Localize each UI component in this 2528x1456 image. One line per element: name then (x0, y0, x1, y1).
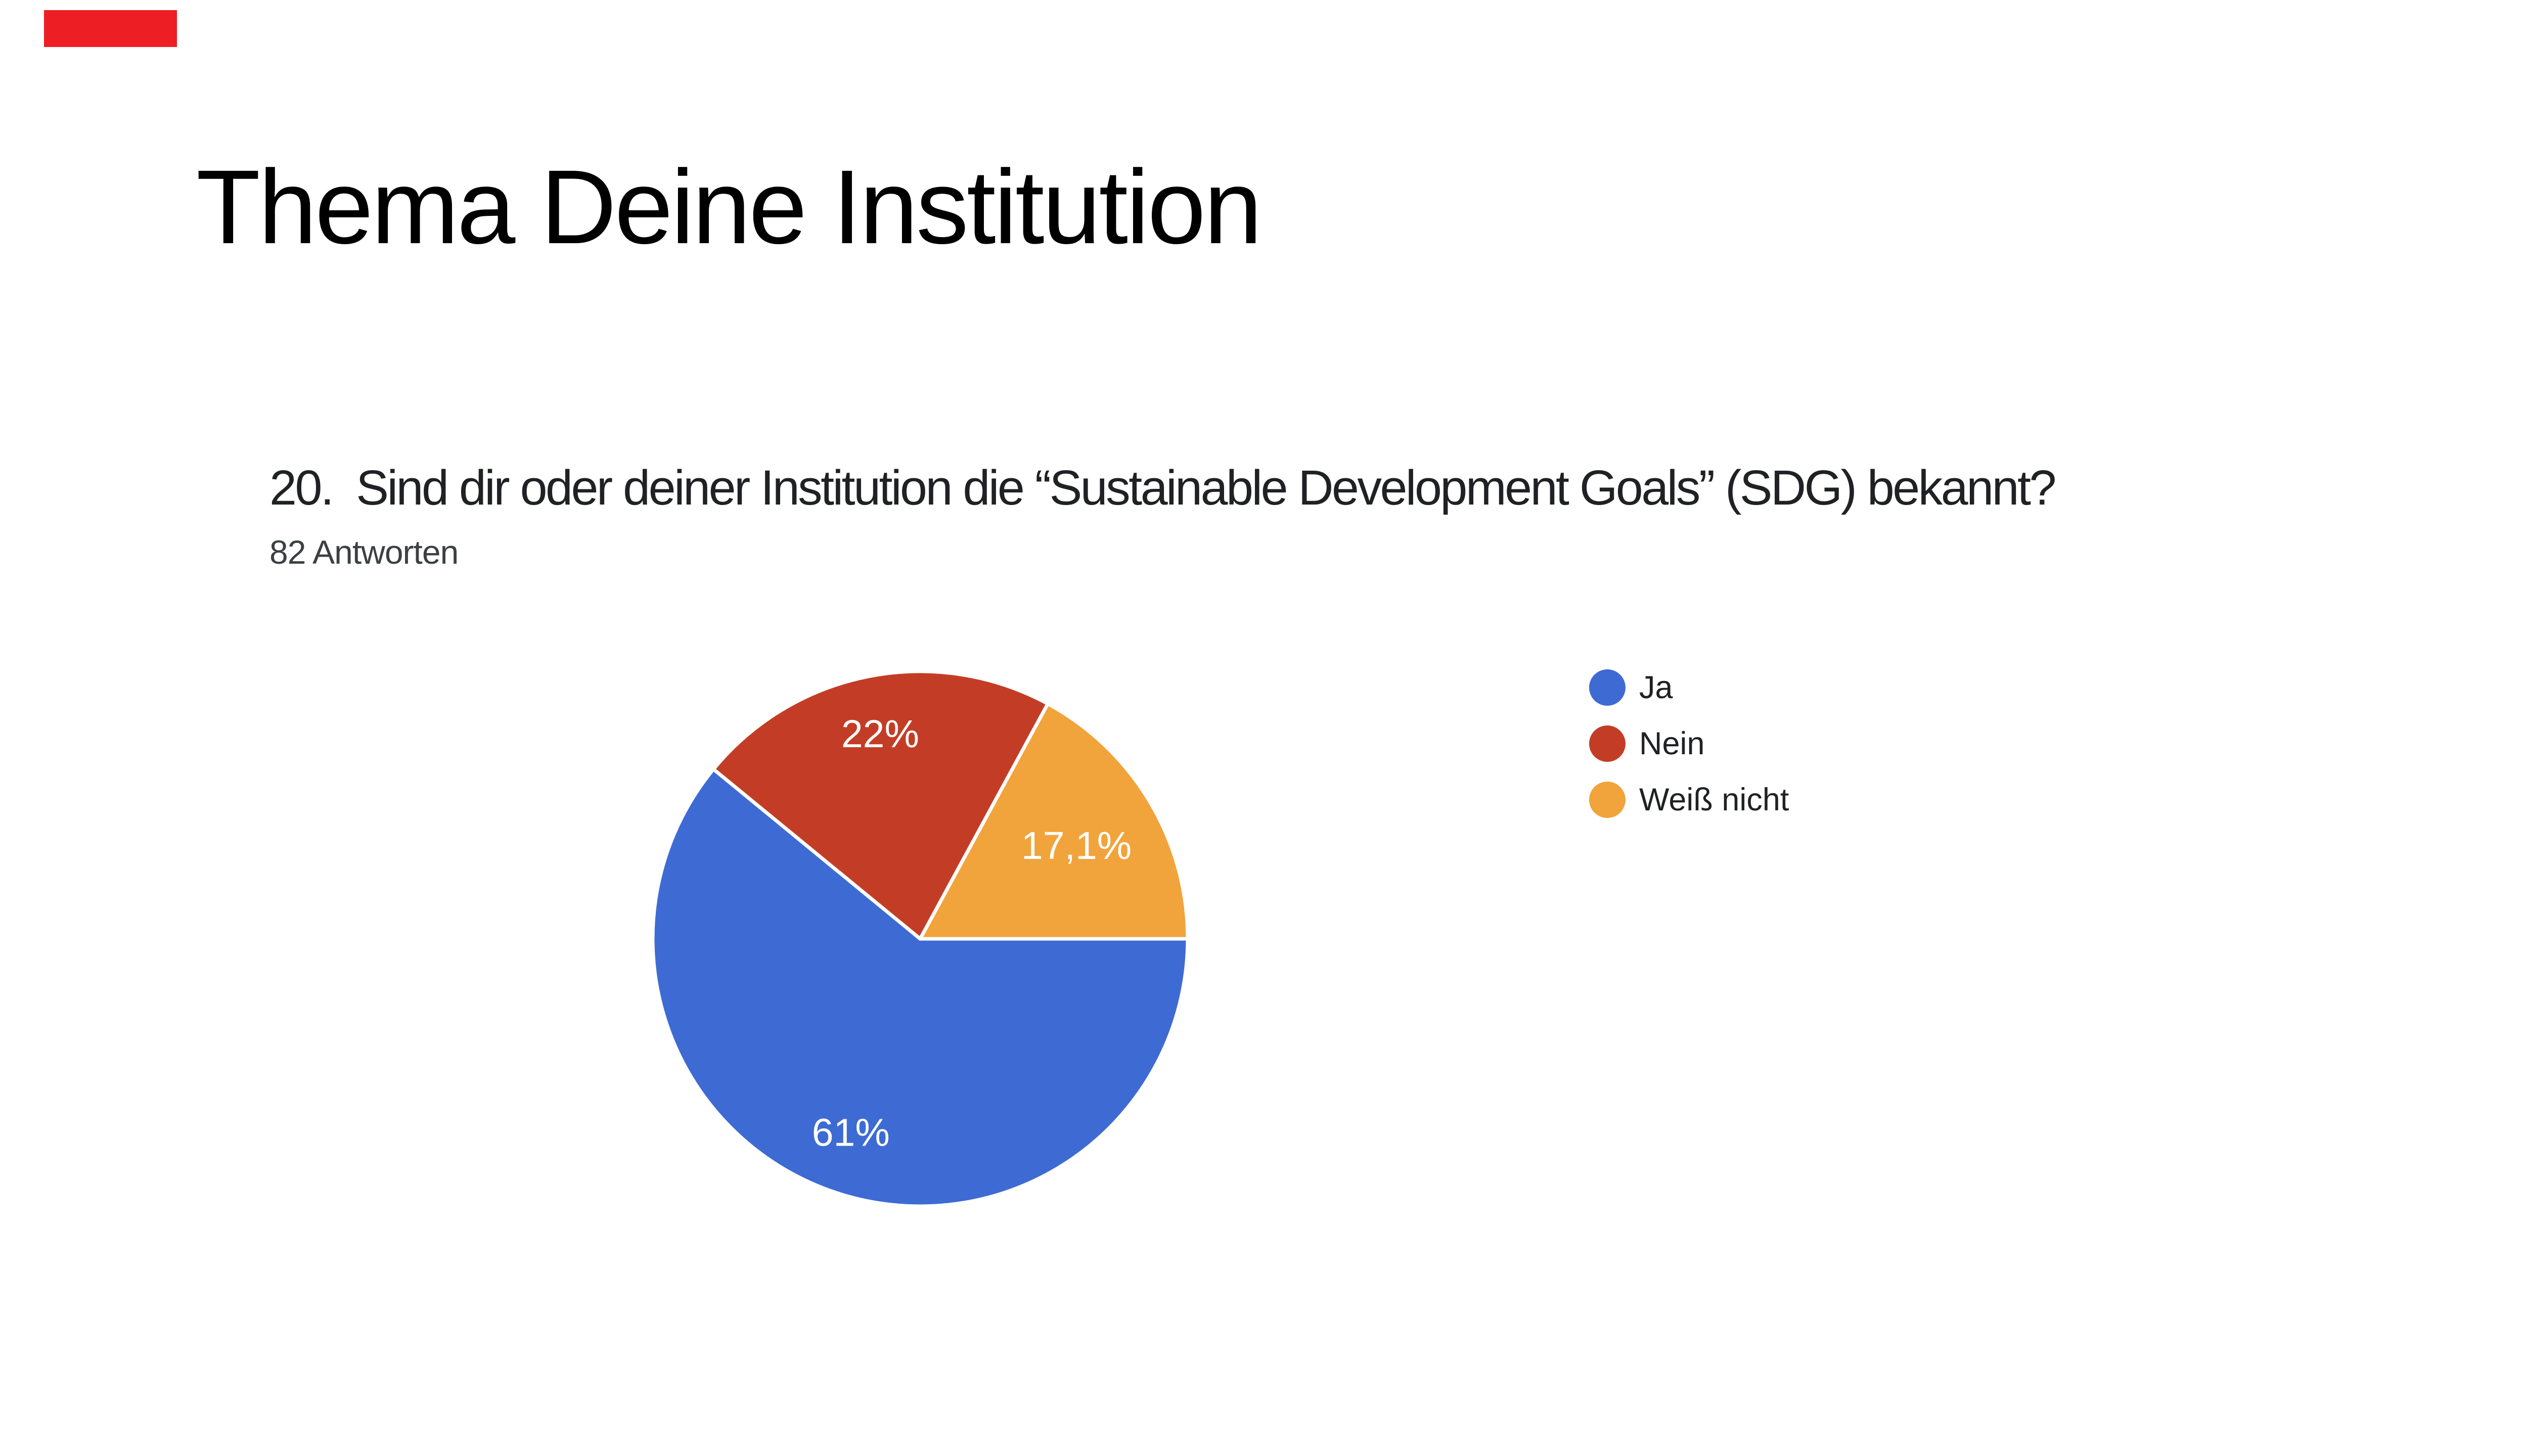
legend-label: Ja (1639, 670, 1673, 705)
question-title: 20. Sind dir oder deiner Institution die… (269, 460, 2056, 515)
response-count: 82 Antworten (269, 533, 459, 571)
pie-slice-label: 22% (841, 712, 919, 756)
pie-slice-label: 17,1% (1021, 824, 1132, 868)
legend-dot-icon (1589, 782, 1626, 818)
chart-legend: Ja Nein Weiß nicht (1589, 669, 1789, 838)
pie-slice-label: 61% (812, 1111, 890, 1155)
legend-item-weiß-nicht: Weiß nicht (1589, 782, 1789, 818)
legend-dot-icon (1589, 725, 1626, 762)
pie-chart: 61% 22% 17,1% (627, 646, 1213, 1232)
pie-slice-weiß-nicht (918, 702, 1190, 941)
legend-item-ja: Ja (1589, 669, 1789, 706)
recording-marker (44, 10, 177, 47)
legend-dot-icon (1589, 669, 1626, 706)
legend-label: Weiß nicht (1639, 782, 1789, 817)
slide-title: Thema Deine Institution (196, 149, 1262, 266)
legend-item-nein: Nein (1589, 725, 1789, 762)
pie-slice-nein (711, 669, 1050, 941)
pie-chart-svg: 61% 22% 17,1% (651, 669, 1190, 1208)
pie-slice-ja (651, 767, 1190, 1208)
legend-label: Nein (1639, 726, 1705, 761)
